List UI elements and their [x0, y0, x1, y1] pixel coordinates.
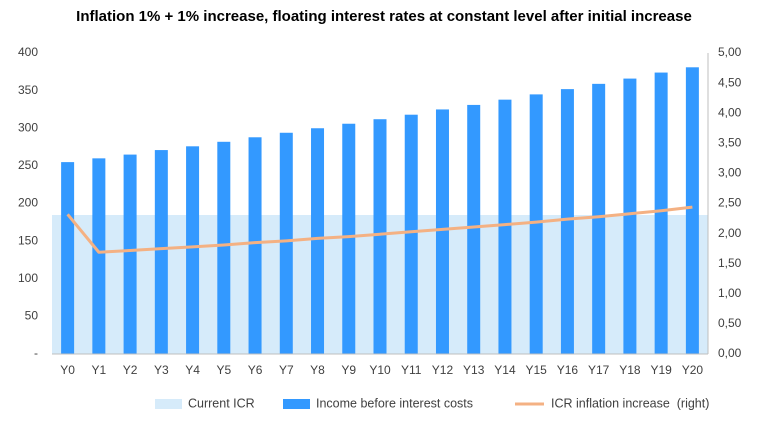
- x-tick-label: Y4: [185, 363, 200, 377]
- income-bar-y5: [217, 141, 231, 354]
- y-right-tick-label: 3,50: [718, 135, 742, 149]
- y-right-tick-label: 0,50: [718, 316, 742, 330]
- y-right-tick-label: 0,00: [718, 346, 742, 360]
- income-bar-y11: [404, 114, 418, 354]
- y-left-tick-label: 50: [25, 309, 39, 323]
- x-tick-label: Y15: [526, 363, 548, 377]
- y-right-tick-label: 2,50: [718, 196, 742, 210]
- x-tick-label: Y1: [92, 363, 107, 377]
- y-left-tick-label: 200: [18, 196, 38, 210]
- x-tick-label: Y7: [279, 363, 294, 377]
- icr-inflation-line: [66, 205, 693, 254]
- income-bar-y4: [186, 146, 200, 354]
- income-bar-y14: [498, 99, 512, 354]
- legend-label-current-icr: Current ICR: [188, 396, 255, 410]
- y-left-tick-label: 100: [18, 271, 38, 285]
- income-bar-y18: [623, 78, 637, 355]
- x-tick-label: Y0: [60, 363, 75, 377]
- y-right-tick-label: 4,00: [718, 105, 742, 119]
- x-tick-label: Y8: [310, 363, 325, 377]
- y-right-tick-label: 3,00: [718, 166, 742, 180]
- y-right-tick-label: 1,50: [718, 256, 742, 270]
- income-bar-y2: [123, 154, 137, 354]
- chart-title: Inflation 1% + 1% increase, floating int…: [76, 8, 692, 25]
- income-bar-y7: [279, 132, 293, 354]
- income-bar-y15: [529, 94, 543, 354]
- income-bar-y3: [154, 150, 168, 354]
- x-tick-label: Y2: [123, 363, 138, 377]
- income-bar-y1: [92, 158, 106, 354]
- y-right-tick-label: 2,00: [718, 226, 742, 240]
- y-left-tick-label: 250: [18, 158, 38, 172]
- x-tick-label: Y13: [463, 363, 485, 377]
- x-tick-label: Y11: [401, 363, 422, 377]
- x-tick-label: Y20: [682, 363, 704, 377]
- x-tick-label: Y3: [154, 363, 169, 377]
- x-tick-label: Y9: [341, 363, 356, 377]
- income-bar-y0: [61, 162, 75, 354]
- y-left-tick-label: 150: [18, 233, 38, 247]
- y-left-tick-label: -: [34, 346, 38, 360]
- income-bar-y12: [435, 109, 449, 354]
- income-bar-y9: [342, 123, 356, 354]
- x-tick-label: Y14: [494, 363, 516, 377]
- income-bar-y8: [311, 128, 325, 354]
- y-right-tick-label: 5,00: [718, 45, 742, 59]
- x-tick-label: Y5: [216, 363, 231, 377]
- legend-swatch-current-icr: [155, 399, 182, 409]
- income-bar-y16: [560, 89, 574, 355]
- y-right-tick-label: 4,50: [718, 75, 742, 89]
- y-left-tick-label: 300: [18, 120, 38, 134]
- y-left-tick-label: 400: [18, 45, 38, 59]
- x-tick-label: Y6: [248, 363, 263, 377]
- income-bar-y20: [685, 67, 699, 355]
- income-bar-y6: [248, 137, 262, 354]
- legend-label-income: Income before interest costs: [316, 396, 473, 410]
- x-tick-label: Y17: [588, 363, 610, 377]
- y-left-tick-label: 350: [18, 83, 38, 97]
- legend-label-icr-inflation: ICR inflation increase (right): [551, 396, 709, 410]
- x-tick-label: Y19: [650, 363, 672, 377]
- income-bar-y17: [592, 83, 606, 354]
- income-bar-y13: [467, 104, 481, 354]
- legend-swatch-income: [283, 399, 310, 409]
- income-bar-y19: [654, 72, 668, 354]
- x-tick-label: Y16: [557, 363, 579, 377]
- x-tick-label: Y18: [619, 363, 641, 377]
- x-tick-label: Y10: [369, 363, 391, 377]
- y-right-tick-label: 1,00: [718, 286, 742, 300]
- income-bar-y10: [373, 119, 387, 354]
- x-tick-label: Y12: [432, 363, 454, 377]
